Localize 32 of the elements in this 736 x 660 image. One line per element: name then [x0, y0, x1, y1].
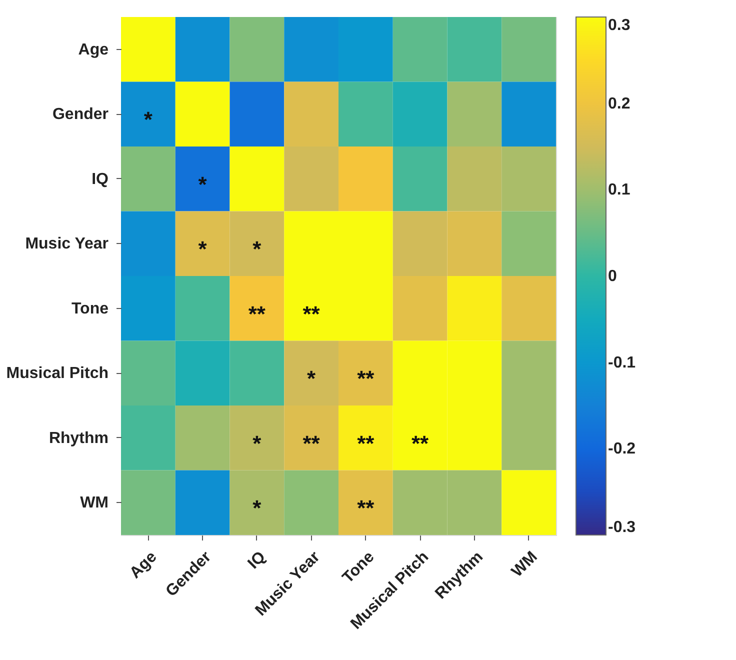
color-bar-label: 0.1	[608, 182, 630, 199]
color-bar-label: -0.1	[608, 354, 636, 372]
y-tick-label: Musical Pitch	[6, 365, 108, 382]
y-tick-label: Tone	[71, 300, 109, 318]
data-label: *	[307, 366, 316, 392]
x-tick-label: IQ	[244, 548, 269, 572]
data-label: *	[252, 430, 262, 456]
data-label: **	[248, 301, 266, 326]
color-bar-label: -0.2	[608, 440, 636, 458]
y-tick-label: Age	[78, 41, 109, 58]
data-label: *	[198, 172, 208, 197]
x-tick-label: WM	[508, 548, 541, 581]
data-label: *	[144, 107, 153, 132]
color-bar-label: -0.3	[608, 519, 636, 536]
y-tick-label: WM	[80, 494, 108, 512]
data-label: *	[252, 496, 262, 521]
data-label: **	[302, 430, 320, 456]
data-label: **	[357, 496, 375, 521]
color-bar-label: 0.3	[608, 17, 630, 34]
color-bar-label: 0	[608, 268, 617, 285]
color-bar-label: 0.2	[608, 95, 630, 112]
data-label: **	[412, 430, 430, 456]
y-tick-label: Gender	[52, 106, 108, 124]
y-tick-label: Rhythm	[48, 430, 108, 447]
data-label: *	[252, 236, 262, 262]
data-label: *	[198, 236, 208, 262]
data-label: **	[357, 366, 375, 392]
data-label: **	[357, 430, 375, 456]
data-label: **	[302, 301, 320, 326]
x-tick-label: Age	[126, 548, 160, 582]
y-tick-label: Music Year	[25, 236, 108, 253]
y-tick-label: IQ	[92, 170, 108, 188]
